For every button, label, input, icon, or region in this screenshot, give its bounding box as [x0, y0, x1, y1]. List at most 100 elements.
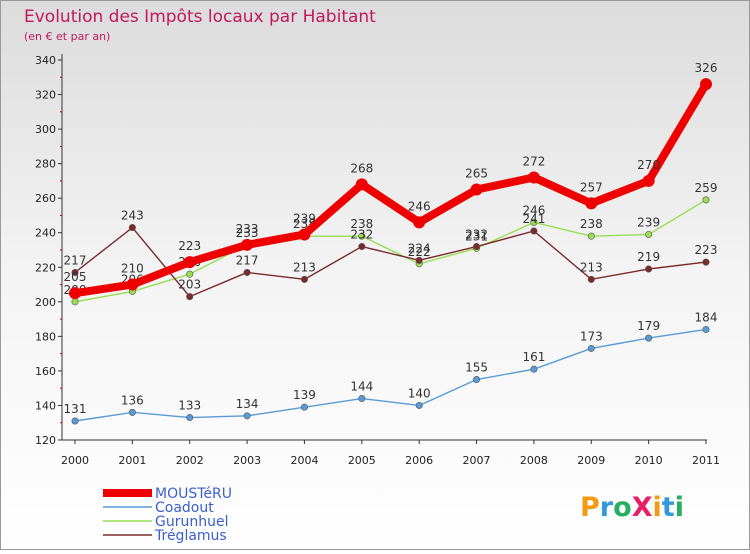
data-label: 232 — [350, 228, 373, 242]
data-label: 136 — [121, 393, 144, 407]
data-label: 213 — [293, 260, 316, 274]
x-tick-label: 2010 — [635, 454, 663, 467]
logo-letter: i — [653, 492, 662, 523]
data-label: 326 — [695, 61, 718, 75]
data-label: 268 — [350, 161, 373, 175]
data-point — [642, 174, 655, 187]
data-label: 203 — [178, 278, 201, 292]
data-label: 213 — [580, 260, 603, 274]
y-tick-label: 340 — [35, 54, 56, 67]
y-tick-label: 160 — [35, 365, 56, 378]
data-label: 243 — [121, 209, 144, 223]
axes: 120 140 160 180 200 220 240 260 280 300 320 340 2000… — [35, 54, 720, 467]
y-tick-label: 260 — [35, 192, 56, 205]
data-label: 155 — [465, 361, 488, 375]
data-label: 231 — [465, 229, 488, 243]
data-point — [645, 265, 653, 273]
data-label: 241 — [522, 212, 545, 226]
data-label: 272 — [522, 154, 545, 168]
data-point — [243, 412, 251, 420]
logo-text: ProXiti — [580, 492, 684, 523]
x-tick-label: 2000 — [61, 454, 89, 467]
data-point — [298, 228, 311, 241]
data-point — [300, 275, 308, 283]
data-label: 139 — [293, 388, 316, 402]
data-point — [243, 268, 251, 276]
data-label: 233 — [236, 226, 259, 240]
series-moustéru: 205 210 223 233 239 268 246 265 272 257 270 326 — [64, 61, 718, 300]
data-label: 222 — [408, 245, 431, 259]
data-point — [702, 325, 710, 333]
data-point — [587, 275, 595, 283]
data-label: 233 — [236, 222, 259, 236]
data-point — [71, 268, 79, 276]
data-label: 224 — [408, 241, 431, 255]
y-tick-label: 300 — [35, 123, 56, 136]
data-point — [415, 401, 423, 409]
x-tick-label: 2004 — [290, 454, 318, 467]
logo-letter: r — [600, 492, 614, 523]
data-label: 173 — [580, 329, 603, 343]
data-point — [702, 196, 710, 204]
data-label: 134 — [236, 397, 259, 411]
legend-label: Coadout — [155, 500, 214, 516]
data-point — [300, 403, 308, 411]
logo-letter: o — [613, 492, 632, 523]
data-label: 217 — [64, 253, 87, 267]
y-tick-label: 220 — [35, 261, 56, 274]
logo-letter: t — [662, 492, 675, 523]
y-tick-label: 240 — [35, 227, 56, 240]
data-label: 259 — [695, 181, 718, 195]
data-point — [527, 171, 540, 184]
data-label: 179 — [637, 319, 660, 333]
data-point — [413, 216, 426, 229]
data-point — [473, 376, 481, 384]
data-label: 223 — [695, 243, 718, 257]
data-point — [355, 178, 368, 191]
x-tick-label: 2008 — [520, 454, 548, 467]
x-tick-label: 2009 — [577, 454, 605, 467]
data-point — [415, 256, 423, 264]
data-label: 219 — [637, 250, 660, 264]
data-point — [128, 408, 136, 416]
x-tick-label: 2005 — [348, 454, 376, 467]
data-label: 131 — [64, 402, 87, 416]
data-point — [183, 256, 196, 269]
data-point — [241, 238, 254, 251]
series-line — [74, 328, 707, 422]
data-label: 238 — [350, 217, 373, 231]
data-point — [126, 278, 139, 291]
data-label: 246 — [408, 199, 431, 213]
legend-label: Gurunhuel — [155, 514, 228, 530]
series-coadout: 131 136 133 134 139 144 140 155 161 173 179 184 — [64, 310, 717, 425]
legend-item: Coadout — [103, 500, 214, 516]
series-line — [71, 80, 710, 298]
data-label: 217 — [236, 253, 259, 267]
data-point — [530, 218, 538, 226]
logo-letter: X — [632, 492, 653, 523]
data-label: 140 — [408, 386, 431, 400]
data-label: 144 — [350, 380, 373, 394]
data-point — [473, 243, 481, 251]
x-tick-label: 2006 — [405, 454, 433, 467]
data-label: 210 — [121, 262, 144, 276]
data-label: 239 — [637, 215, 660, 229]
data-point — [186, 270, 194, 278]
series-tréglamus: 217 243 203 217 213 232 224 232 241 213 219 223 — [64, 209, 718, 301]
data-label: 270 — [637, 158, 660, 172]
x-tick-label: 2011 — [692, 454, 720, 467]
y-tick-label: 280 — [35, 158, 56, 171]
legend-item: Gurunhuel — [103, 514, 228, 530]
data-point — [186, 414, 194, 422]
data-point — [702, 258, 710, 266]
legend-label: Tréglamus — [154, 528, 227, 544]
series-line — [74, 226, 707, 298]
data-point — [186, 293, 194, 301]
data-point — [470, 183, 483, 196]
data-label: 133 — [178, 399, 201, 413]
x-tick-label: 2007 — [463, 454, 491, 467]
